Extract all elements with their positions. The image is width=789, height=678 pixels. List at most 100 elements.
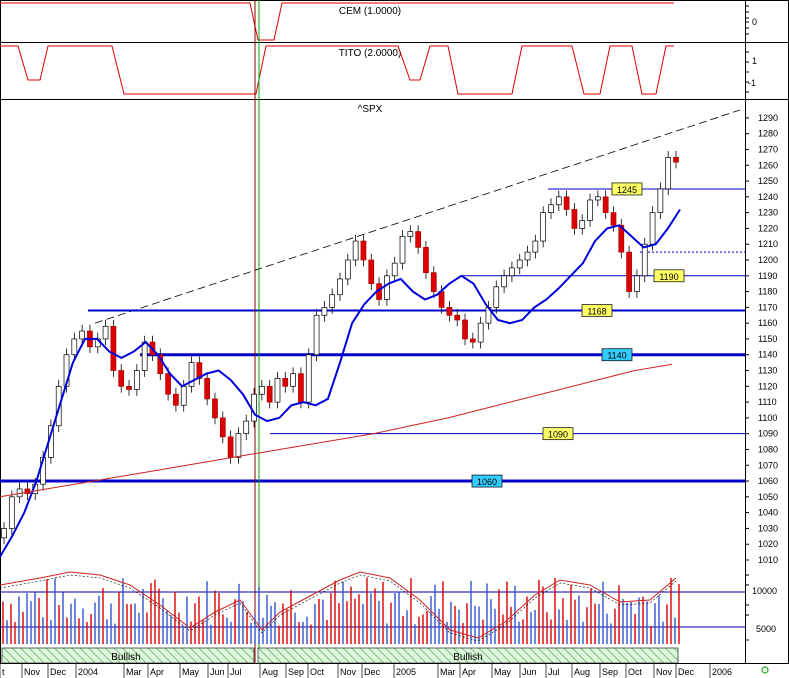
price-tick-1160: 1160: [758, 318, 777, 328]
candle-body: [344, 259, 351, 280]
candle-body: [243, 420, 250, 435]
candle-body: [634, 275, 640, 292]
price-tick-1200: 1200: [758, 255, 778, 265]
candle-body: [110, 325, 117, 371]
price-tick-1280: 1280: [758, 129, 778, 139]
candle-body: [188, 362, 195, 387]
price-tick-1220: 1220: [758, 223, 778, 233]
candle-body: [430, 272, 437, 292]
level-label-1090: 1090: [548, 430, 568, 440]
candle-body: [493, 286, 500, 308]
candle-body: [360, 240, 367, 261]
resistance-trendline: [94, 109, 741, 324]
x-tick-2004: 2004: [78, 667, 98, 677]
candle-body: [227, 436, 234, 458]
tito-tick-1: -1: [748, 78, 756, 88]
volume-tick-5000: 5000: [756, 624, 776, 634]
price-tick-1290: 1290: [758, 113, 778, 123]
candle-body: [524, 251, 531, 261]
candle-body: [204, 378, 211, 400]
moving-average-long: [0, 363, 673, 498]
candle-body: [665, 157, 672, 190]
price-tick-1230: 1230: [758, 208, 778, 218]
volume-oscillator-signal: [0, 574, 677, 642]
candle-body: [352, 240, 359, 261]
bullish-label-2: Bullish: [453, 652, 482, 663]
candle-body: [180, 385, 187, 406]
x-tick-nov: Nov: [656, 667, 673, 677]
candle-body: [555, 196, 562, 206]
candle-body: [587, 199, 593, 221]
x-tick-2005: 2005: [396, 667, 416, 677]
candle-body: [446, 307, 453, 316]
candle-body: [141, 341, 148, 371]
x-tick-oct: Oct: [310, 667, 325, 677]
volume-oscillator: [0, 571, 677, 639]
level-label-1140: 1140: [607, 351, 626, 361]
x-tick-nov: Nov: [24, 667, 41, 677]
level-label-box-1090: [542, 427, 574, 441]
candle-body: [274, 378, 281, 403]
candle-body: [462, 319, 468, 340]
price-tick-1270: 1270: [758, 144, 778, 154]
candle-body: [399, 235, 406, 264]
candle-body: [673, 157, 679, 163]
price-tick-1240: 1240: [758, 192, 778, 202]
price-tick-1190: 1190: [758, 271, 777, 281]
candle-body: [133, 370, 140, 390]
x-tick-aug: Aug: [574, 667, 590, 677]
tito-line: [0, 45, 674, 95]
candle-body: [649, 212, 656, 245]
candle-body: [165, 373, 171, 395]
candle-body: [259, 385, 265, 395]
level-label-1168: 1168: [587, 307, 606, 317]
candle-body: [657, 188, 664, 213]
x-tick-may: May: [182, 667, 200, 677]
volume-bars: [2, 577, 680, 644]
price-tick-1170: 1170: [758, 302, 777, 312]
candle-body: [579, 220, 586, 229]
candle-body: [454, 314, 461, 321]
candle-body: [313, 314, 320, 356]
price-tick-1030: 1030: [758, 523, 778, 533]
volume-tick-10000: 10000: [752, 586, 777, 596]
level-label-box-1168: [581, 304, 613, 317]
x-tick-dec: Dec: [678, 667, 695, 677]
cem-tick-0: 0: [752, 17, 757, 27]
candle-body: [563, 196, 570, 210]
price-tick-1140: 1140: [758, 350, 777, 360]
candle-body: [290, 373, 296, 387]
candle-body: [337, 278, 343, 296]
candle-body: [126, 385, 132, 390]
price-tick-1050: 1050: [758, 492, 778, 502]
x-tick-dec: Dec: [364, 667, 381, 677]
candle-body: [423, 247, 429, 273]
candle-body: [438, 291, 445, 308]
candle-body: [477, 322, 484, 343]
candle-body: [571, 209, 578, 229]
level-label-1190: 1190: [659, 272, 678, 282]
candle-body: [516, 259, 523, 269]
candle-body: [407, 231, 414, 237]
candle-body: [321, 307, 328, 316]
level-label-1245: 1245: [617, 185, 637, 195]
price-tick-1110: 1110: [758, 397, 777, 407]
x-tick-apr: Apr: [150, 667, 164, 677]
price-tick-1020: 1020: [758, 539, 778, 549]
candle-body: [1, 528, 7, 539]
level-label-1060: 1060: [477, 477, 497, 487]
x-tick-2006: 2006: [712, 667, 732, 677]
level-label-box-1190: [653, 269, 685, 283]
price-tick-1100: 1100: [758, 413, 777, 423]
candle-body: [24, 488, 31, 495]
x-tick-apr: Apr: [462, 667, 476, 677]
bullish-band-1: [1, 647, 255, 664]
candle-body: [266, 385, 273, 403]
level-label-box-1245: [611, 182, 643, 196]
x-tick-jun: Jun: [522, 667, 537, 677]
candle-body: [391, 262, 398, 277]
x-tick-dec: Dec: [50, 667, 67, 677]
candles: [1, 151, 679, 545]
candle-body: [641, 243, 648, 277]
